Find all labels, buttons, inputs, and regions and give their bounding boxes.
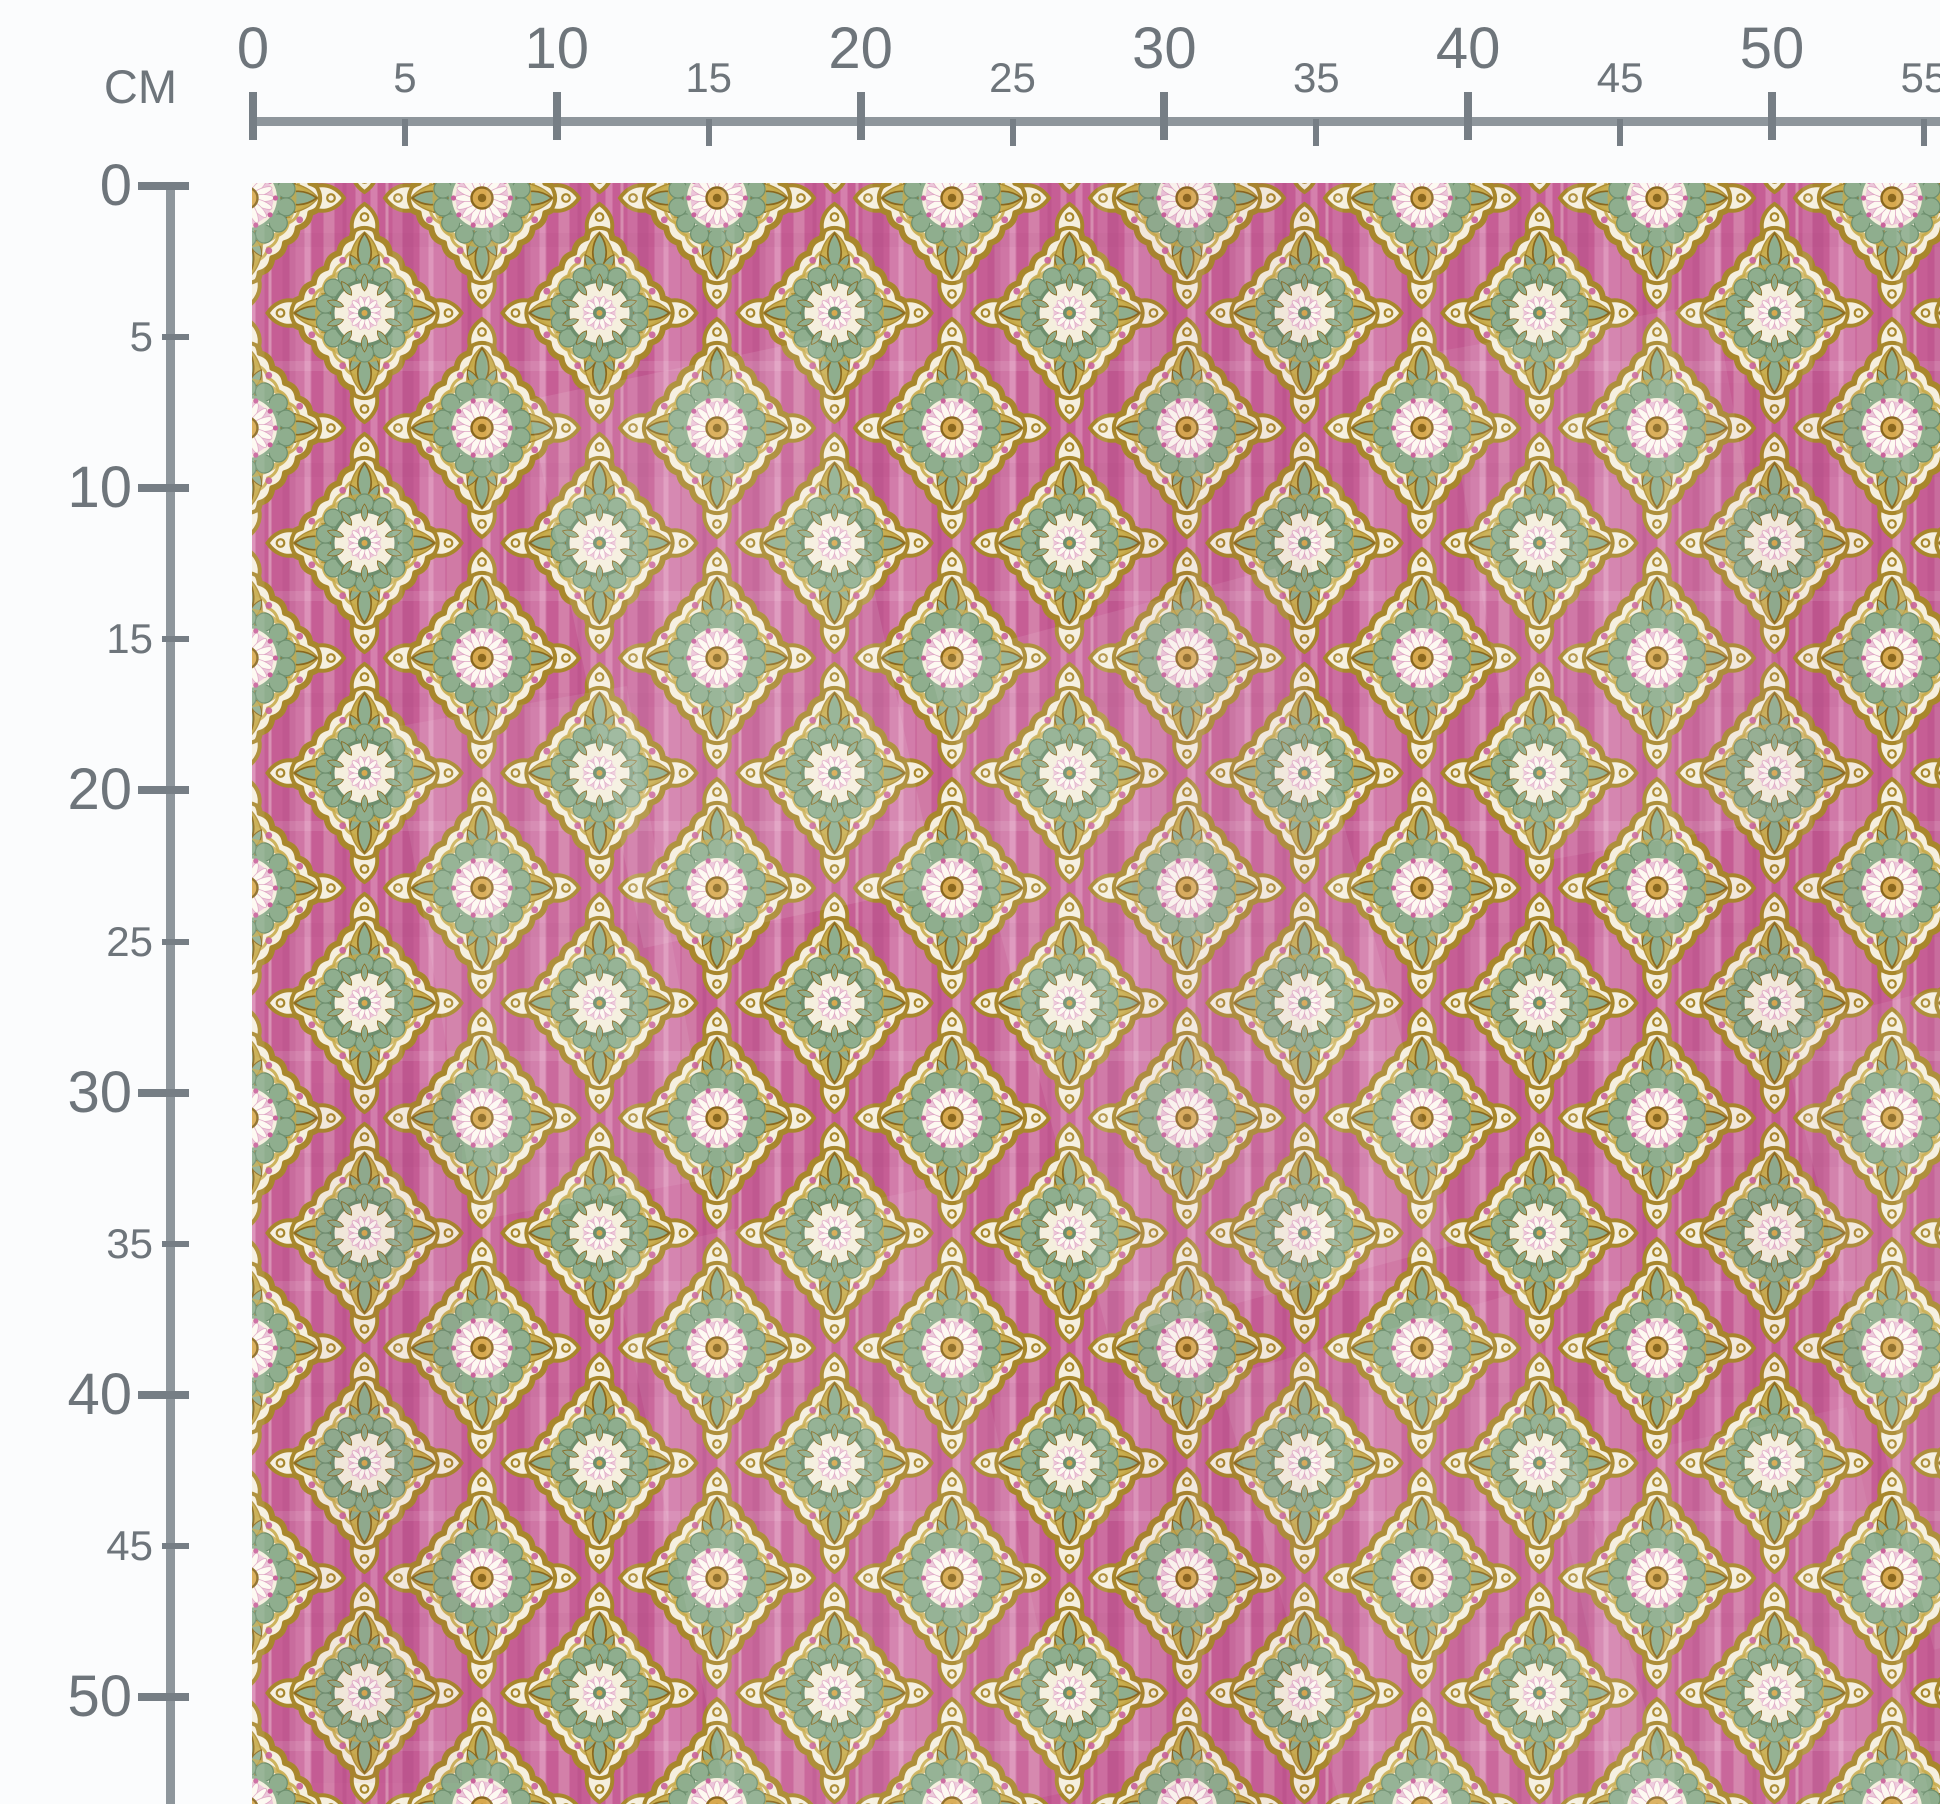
h-ruler-tick-major-10 [552,92,561,140]
v-ruler-tick-major-50 [138,1693,189,1701]
h-ruler-label-30: 30 [1132,16,1197,81]
v-ruler-label-20: 20 [67,757,132,823]
v-ruler-tick-minor-25 [162,938,189,945]
h-ruler-tick-major-20 [856,92,865,140]
v-ruler-tick-major-30 [138,1088,189,1097]
ruler-unit-label: CM [103,60,177,113]
h-ruler-label-50: 50 [1739,16,1805,81]
h-ruler-label-40: 40 [1435,16,1501,81]
h-ruler-label-15: 15 [685,54,733,101]
v-ruler-tick-major-0 [138,182,189,190]
h-ruler-tick-minor-35 [1313,119,1320,146]
h-ruler-tick-minor-25 [1009,119,1016,146]
v-ruler-label-35: 35 [106,1219,153,1267]
h-ruler-tick-major-0 [249,92,257,140]
fabric-swatch [252,183,1940,1804]
h-ruler-tick-major-50 [1768,92,1776,140]
v-ruler-tick-major-20 [138,786,189,795]
v-ruler-label-10: 10 [67,455,132,521]
v-ruler-tick-minor-35 [162,1240,189,1247]
h-ruler-tick-minor-5 [401,119,408,146]
h-ruler-tick-major-40 [1464,92,1473,140]
v-ruler-label-50: 50 [67,1664,132,1729]
v-ruler-tick-minor-15 [162,636,189,643]
h-ruler-tick-major-30 [1160,92,1169,140]
h-ruler-label-20: 20 [828,16,893,81]
v-ruler-tick-minor-5 [162,334,189,341]
v-ruler-tick-minor-45 [162,1542,189,1549]
h-ruler-label-10: 10 [524,16,590,81]
v-ruler-label-30: 30 [67,1059,132,1125]
v-ruler-label-5: 5 [129,313,153,361]
h-ruler-label-5: 5 [393,54,417,101]
vertical-ruler-line [166,186,175,1804]
h-ruler-label-55: 55 [1900,54,1940,101]
fabric-swatch-art [252,183,1940,1804]
horizontal-ruler-line [253,117,1940,126]
h-ruler-tick-minor-45 [1617,119,1624,146]
v-ruler-tick-major-40 [138,1390,189,1399]
v-ruler-tick-major-10 [138,484,189,493]
h-ruler-label-0: 0 [236,16,270,81]
h-ruler-label-35: 35 [1292,54,1340,101]
v-ruler-label-45: 45 [106,1521,153,1569]
h-ruler-label-45: 45 [1596,54,1644,101]
h-ruler-label-25: 25 [989,54,1036,101]
v-ruler-label-15: 15 [106,615,153,663]
h-ruler-tick-minor-15 [705,119,712,146]
v-ruler-label-25: 25 [106,917,153,965]
v-ruler-label-0: 0 [99,153,132,218]
v-ruler-label-40: 40 [67,1361,132,1427]
h-ruler-tick-minor-55 [1920,119,1927,146]
